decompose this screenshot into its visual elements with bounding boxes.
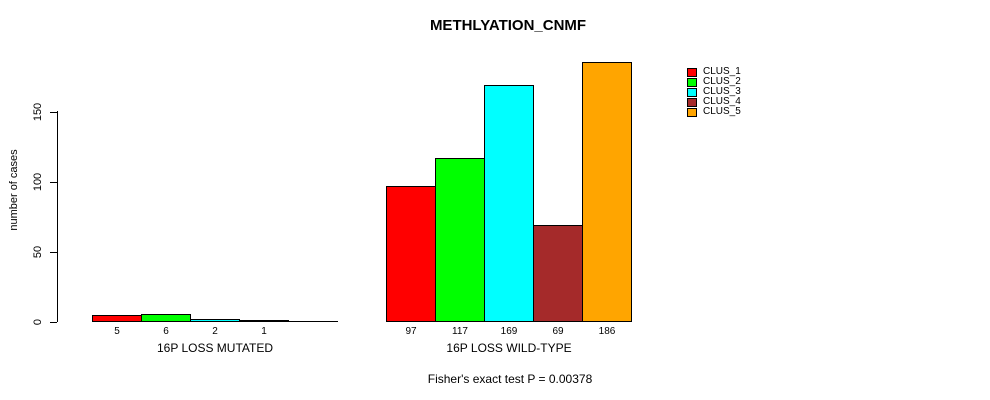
legend-swatch-icon: [687, 97, 697, 107]
bar-value-label: 1: [261, 326, 267, 337]
chart-title: METHLYATION_CNMF: [429, 17, 587, 34]
bar-value-label: 169: [500, 326, 518, 337]
legend-item-clus_4: CLUS_4: [687, 97, 741, 107]
bar-clus_1: [386, 186, 436, 322]
y-tick-label: 100: [32, 172, 44, 192]
bar-clus_3: [190, 319, 240, 322]
legend-label: CLUS_1: [703, 66, 741, 77]
legend: CLUS_1 CLUS_2 CLUS_3 CLUS_4 CLUS_5: [687, 67, 777, 119]
legend-swatch-icon: [687, 77, 697, 87]
bar-clus_5: [582, 62, 632, 322]
legend-label: CLUS_4: [703, 96, 741, 107]
fisher-test-caption: Fisher's exact test P = 0.00378: [427, 372, 593, 386]
y-tick-mark: [50, 322, 57, 323]
bar-clus_4: [239, 320, 289, 322]
legend-swatch-icon: [687, 87, 697, 97]
y-tick-label: 50: [32, 245, 44, 259]
bar-value-label: 117: [452, 326, 468, 337]
bar-value-label: 6: [163, 326, 169, 337]
bar-value-label: 97: [405, 326, 417, 337]
bar-clus_2: [435, 158, 485, 322]
y-axis-label: number of cases: [8, 149, 20, 231]
bar-value-label: 2: [212, 326, 218, 337]
y-tick-label: 0: [32, 318, 44, 326]
bar-clus_1: [92, 315, 142, 322]
legend-item-clus_2: CLUS_2: [687, 77, 741, 87]
bar-clus_5-zero: [288, 321, 338, 322]
x-group-label-wildtype: 16P LOSS WILD-TYPE: [446, 341, 572, 355]
legend-item-clus_3: CLUS_3: [687, 87, 741, 97]
y-tick-mark: [50, 252, 57, 253]
legend-swatch-icon: [687, 67, 697, 77]
bar-value-label: 5: [114, 326, 120, 337]
y-axis-line: [57, 111, 58, 322]
x-group-label-mutated: 16P LOSS MUTATED: [156, 341, 274, 355]
y-tick-mark: [50, 112, 57, 113]
bar-clus_2: [141, 314, 191, 322]
legend-label: CLUS_2: [703, 76, 741, 87]
legend-swatch-icon: [687, 107, 697, 117]
bar-clus_4: [533, 225, 583, 322]
bar-value-label: 69: [552, 326, 564, 337]
bar-clus_3: [484, 85, 534, 322]
y-tick-label: 150: [32, 102, 44, 122]
legend-item-clus_1: CLUS_1: [687, 67, 741, 77]
legend-label: CLUS_3: [703, 86, 741, 97]
legend-item-clus_5: CLUS_5: [687, 107, 741, 117]
legend-label: CLUS_5: [703, 106, 741, 117]
bar-value-label: 186: [598, 326, 616, 337]
y-tick-mark: [50, 182, 57, 183]
